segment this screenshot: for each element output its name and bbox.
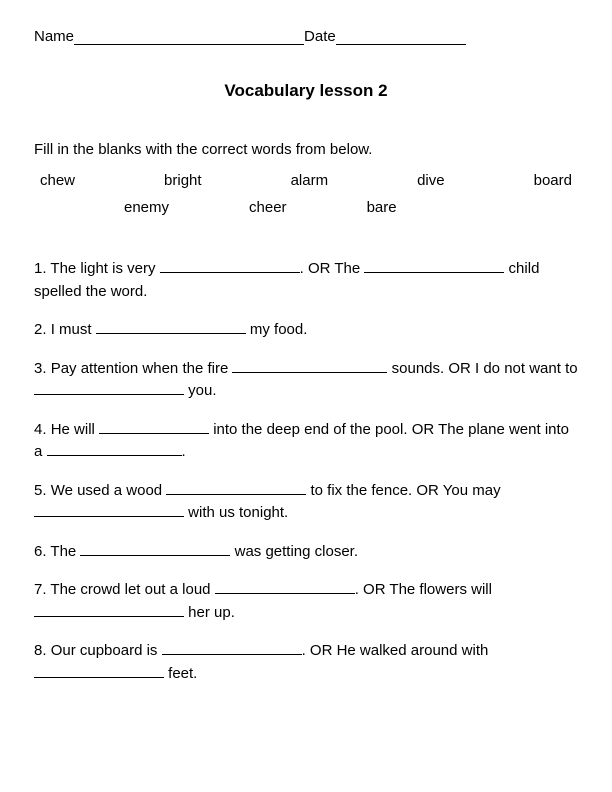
q-text: Our cupboard is xyxy=(51,642,162,659)
header-line: Name Date xyxy=(34,28,578,45)
question-8: 8. Our cupboard is . OR He walked around… xyxy=(34,640,578,685)
answer-blank[interactable] xyxy=(47,455,182,456)
q-num: 4. xyxy=(34,421,47,438)
word: board xyxy=(534,172,572,189)
page-title: Vocabulary lesson 2 xyxy=(34,81,578,101)
instructions: Fill in the blanks with the correct word… xyxy=(34,141,578,158)
q-text: . OR The xyxy=(300,260,365,277)
q-num: 6. xyxy=(34,543,47,560)
q-text: He will xyxy=(51,421,99,438)
q-text: you. xyxy=(184,382,217,399)
q-num: 2. xyxy=(34,321,47,338)
answer-blank[interactable] xyxy=(34,677,164,678)
q-text: The light is very xyxy=(50,260,159,277)
answer-blank[interactable] xyxy=(166,494,306,495)
answer-blank[interactable] xyxy=(99,433,209,434)
q-text: Pay attention when the fire xyxy=(51,360,233,377)
date-blank[interactable] xyxy=(336,29,466,45)
word-bank: chew bright alarm dive board enemy cheer… xyxy=(34,172,578,216)
question-2: 2. I must my food. xyxy=(34,319,578,342)
q-num: 3. xyxy=(34,360,47,377)
q-text: with us tonight. xyxy=(184,504,288,521)
word: bright xyxy=(164,172,202,189)
question-6: 6. The was getting closer. xyxy=(34,541,578,564)
questions: 1. The light is very . OR The child spel… xyxy=(34,258,578,685)
q-text: my food. xyxy=(246,321,308,338)
answer-blank[interactable] xyxy=(160,272,300,273)
word: bare xyxy=(367,199,397,216)
question-7: 7. The crowd let out a loud . OR The flo… xyxy=(34,579,578,624)
q-text: The crowd let out a loud xyxy=(50,581,214,598)
answer-blank[interactable] xyxy=(162,654,302,655)
q-num: 7. xyxy=(34,581,47,598)
q-text: to fix the fence. OR You may xyxy=(306,482,500,499)
q-num: 5. xyxy=(34,482,47,499)
q-text: . OR The flowers will xyxy=(355,581,492,598)
q-text: We used a wood xyxy=(51,482,167,499)
answer-blank[interactable] xyxy=(96,333,246,334)
q-num: 1. xyxy=(34,260,47,277)
answer-blank[interactable] xyxy=(364,272,504,273)
word: alarm xyxy=(291,172,329,189)
question-4: 4. He will into the deep end of the pool… xyxy=(34,419,578,464)
q-num: 8. xyxy=(34,642,47,659)
q-text: . OR He walked around with xyxy=(302,642,489,659)
q-text: . xyxy=(182,443,186,460)
answer-blank[interactable] xyxy=(34,394,184,395)
date-label: Date xyxy=(304,28,336,45)
word: chew xyxy=(40,172,75,189)
q-text: I must xyxy=(51,321,96,338)
name-label: Name xyxy=(34,28,74,45)
word-row-1: chew bright alarm dive board xyxy=(34,172,578,189)
answer-blank[interactable] xyxy=(80,555,230,556)
name-blank[interactable] xyxy=(74,29,304,45)
word-row-2: enemy cheer bare xyxy=(34,199,578,216)
q-text: sounds. OR I do not want to xyxy=(387,360,577,377)
question-3: 3. Pay attention when the fire sounds. O… xyxy=(34,358,578,403)
answer-blank[interactable] xyxy=(34,616,184,617)
answer-blank[interactable] xyxy=(232,372,387,373)
q-text: The xyxy=(50,543,80,560)
q-text: feet. xyxy=(164,665,197,682)
answer-blank[interactable] xyxy=(34,516,184,517)
q-text: was getting closer. xyxy=(230,543,358,560)
q-text: her up. xyxy=(184,604,235,621)
question-5: 5. We used a wood to fix the fence. OR Y… xyxy=(34,480,578,525)
word: cheer xyxy=(249,199,287,216)
answer-blank[interactable] xyxy=(215,593,355,594)
question-1: 1. The light is very . OR The child spel… xyxy=(34,258,578,303)
word: dive xyxy=(417,172,445,189)
word: enemy xyxy=(124,199,169,216)
